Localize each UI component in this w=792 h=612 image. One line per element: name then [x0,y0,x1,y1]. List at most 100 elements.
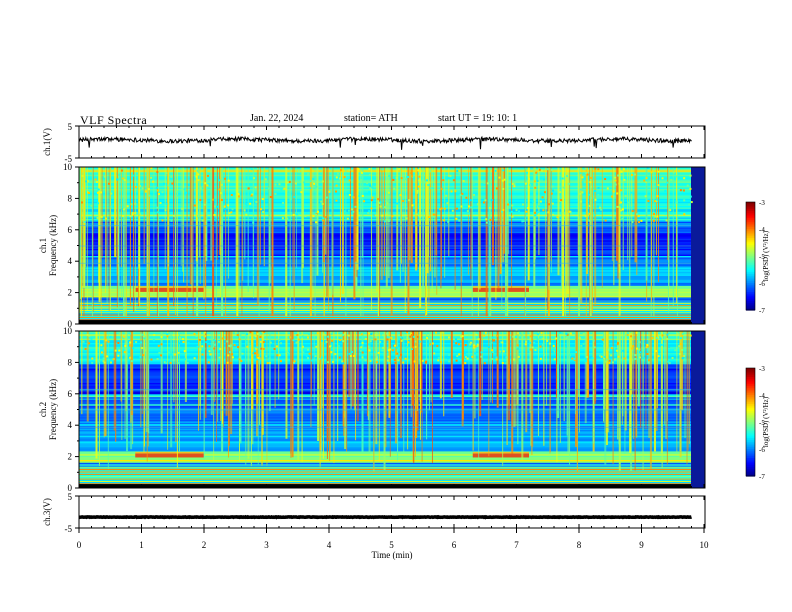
noise-speckle [199,199,202,202]
noise-speckle [217,340,220,343]
colorbar-swatch [746,265,755,268]
noise-speckle [581,191,584,194]
noise-speckle [491,358,494,361]
noise-speckle [529,341,532,344]
noise-speckle [163,182,166,185]
noise-speckle [346,217,349,220]
noise-speckle [379,340,382,343]
noise-speckle [472,182,475,185]
noise-speckle [428,181,431,184]
noise-speckle [351,208,354,211]
noise-speckle [396,202,399,205]
sferic-streak [563,331,565,422]
noise-speckle [187,184,190,187]
noise-speckle [381,214,384,217]
noise-speckle [227,204,230,207]
sferic-streak [531,331,534,447]
sferic-streak [210,167,213,261]
sferic-streak [164,167,166,270]
sferic-streak [213,331,215,462]
sferic-streak [439,331,442,399]
noise-speckle [332,360,335,363]
sferic-streak [578,167,581,317]
sferic-streak [331,167,334,295]
sferic-streak [593,331,595,432]
noise-speckle [196,345,199,348]
sferic-streak [601,167,603,288]
noise-speckle [426,337,429,340]
spectral-row [79,274,691,276]
colorbar-swatch [746,239,755,243]
zero-strip [79,320,691,324]
sferic-streak [578,331,580,433]
noise-speckle [656,185,659,188]
sferic-streak [168,167,170,267]
noise-speckle [167,184,170,187]
colorbar-tick-label: -6 [759,280,765,288]
noise-speckle [208,345,211,348]
sferic-streak [543,331,545,446]
sferic-streak [153,167,155,292]
noise-speckle [556,216,559,219]
noise-speckle [607,348,610,351]
noise-speckle [616,349,619,352]
noise-speckle [668,345,671,348]
noise-speckle [176,194,179,197]
noise-speckle [489,218,492,221]
voltage-axis-label: ch.3(V) [42,498,52,526]
noise-speckle [218,179,221,182]
sferic-streak [397,331,399,461]
noise-speckle [440,187,443,190]
spectral-row [79,286,691,289]
noise-speckle [123,179,126,182]
sferic-streak [198,331,200,431]
noise-speckle [623,357,626,360]
sferic-streak [622,331,624,417]
noise-speckle [177,351,180,354]
noise-speckle [124,344,127,347]
colorbar-swatch [746,304,755,307]
spectral-row [79,472,691,475]
sferic-streak [589,167,591,317]
sferic-streak [143,331,145,447]
colorbar-swatch [746,277,755,280]
x-tick-label: 0 [77,540,82,550]
noise-speckle [370,199,373,202]
noise-speckle [659,354,662,357]
sferic-streak [579,167,581,299]
noise-speckle [629,206,632,209]
noise-speckle [282,201,285,204]
noise-speckle [302,351,305,354]
noise-speckle [114,349,117,352]
noise-speckle [460,335,463,338]
sferic-streak [301,331,303,463]
noise-speckle [142,335,145,338]
noise-speckle [171,182,174,185]
noise-speckle [381,349,384,352]
noise-speckle [219,347,222,350]
noise-speckle [370,333,373,336]
spectral-row [79,479,691,482]
noise-speckle [307,357,310,360]
noise-speckle [131,211,134,214]
spectral-row [79,265,691,268]
noise-speckle [510,210,513,213]
noise-speckle [266,362,269,365]
noise-speckle [480,351,483,354]
noise-speckle [455,217,458,220]
noise-speckle [218,188,221,191]
sferic-streak [148,167,150,317]
colorbar-swatch [746,286,755,289]
sferic-streak [203,331,205,460]
noise-speckle [414,340,417,343]
noise-speckle [584,360,587,363]
spectral-row [79,294,691,296]
sferic-streak [285,167,288,317]
noise-speckle [392,178,395,181]
noise-speckle [542,343,545,346]
sferic-streak [133,167,135,312]
noise-speckle [674,349,677,352]
colorbar-swatch [746,380,755,383]
noise-speckle [209,353,212,356]
noise-speckle [369,359,372,362]
